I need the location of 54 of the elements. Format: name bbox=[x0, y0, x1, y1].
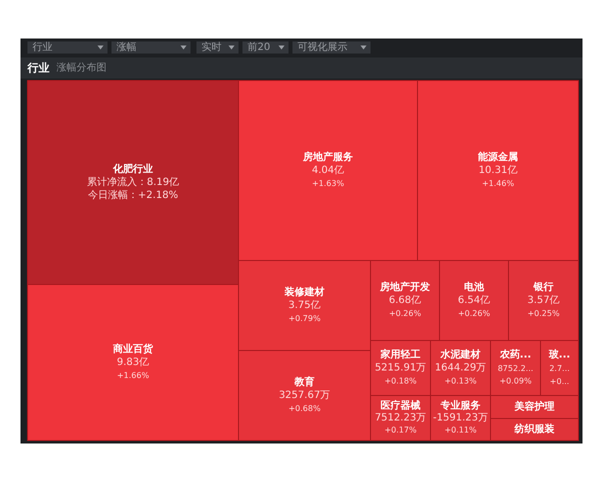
text: 3257.67万 bbox=[278, 390, 330, 401]
text: 可视化展示 bbox=[298, 41, 348, 53]
data-label: +0.79% bbox=[288, 314, 321, 323]
data-label: +0... bbox=[550, 377, 570, 386]
data-label: +0.13% bbox=[444, 376, 477, 386]
text: 6.68亿 bbox=[388, 295, 422, 306]
category-label: 化肥行业 bbox=[112, 163, 153, 175]
text: 累计净流入：8.19亿 bbox=[86, 176, 180, 188]
data-label: 今日涨幅：+2.18% bbox=[88, 189, 178, 201]
text: 3.57亿 bbox=[527, 295, 560, 306]
data-label: +0.09% bbox=[499, 376, 532, 386]
data-label: +0.68% bbox=[288, 404, 321, 413]
category-label: 医疗器械 bbox=[380, 400, 420, 412]
data-label: +0.18% bbox=[384, 376, 417, 386]
data-label: +0.11% bbox=[444, 426, 477, 434]
text: 3.75亿 bbox=[288, 300, 321, 311]
data-label: +0.26% bbox=[388, 309, 422, 318]
data-label: +1.66% bbox=[116, 371, 150, 380]
category-label: 房地产服务 bbox=[302, 151, 353, 163]
text: 实时 bbox=[202, 41, 222, 53]
text: 5215.91万 bbox=[374, 362, 426, 374]
data-label: +0.26% bbox=[458, 309, 490, 318]
text: 8752.2... bbox=[498, 364, 534, 373]
data-label: +0.25% bbox=[527, 309, 560, 318]
category-label: 农药... bbox=[498, 348, 532, 360]
category-label: 房地产开发 bbox=[379, 281, 430, 293]
category-label: 玻... bbox=[548, 348, 570, 360]
text: 7512.23万 bbox=[374, 412, 426, 424]
text: 行业 bbox=[26, 62, 50, 74]
text: 涨幅分布图 bbox=[56, 62, 106, 74]
text: 4.04亿 bbox=[312, 165, 344, 176]
category-label: 美容护理 bbox=[514, 400, 554, 412]
data-label: +1.63% bbox=[312, 179, 344, 188]
text: 前20 bbox=[248, 41, 270, 53]
category-label: 专业服务 bbox=[440, 400, 480, 412]
text: 6.54亿 bbox=[458, 295, 490, 306]
category-label: 家用轻工 bbox=[380, 348, 420, 360]
category-label: 能源金属 bbox=[478, 151, 518, 163]
category-label: 商业百货 bbox=[112, 343, 154, 355]
text: 1644.29万 bbox=[434, 362, 486, 374]
category-label: 教育 bbox=[294, 376, 314, 388]
category-label: 电池 bbox=[464, 281, 485, 293]
text: 涨幅 bbox=[116, 41, 136, 53]
data-label: +0.17% bbox=[384, 426, 417, 434]
text: 2.7... bbox=[549, 364, 570, 373]
category-label: 装修建材 bbox=[284, 286, 324, 298]
category-label: 水泥建材 bbox=[440, 348, 480, 360]
text: 10.31亿 bbox=[478, 165, 518, 176]
category-label: 纺织服装 bbox=[514, 423, 556, 435]
text: 9.83亿 bbox=[116, 357, 150, 368]
category-label: 银行 bbox=[532, 281, 554, 293]
text: -1591.23万 bbox=[433, 412, 488, 424]
data-label: +1.46% bbox=[482, 179, 514, 188]
text: 行业 bbox=[32, 41, 52, 53]
